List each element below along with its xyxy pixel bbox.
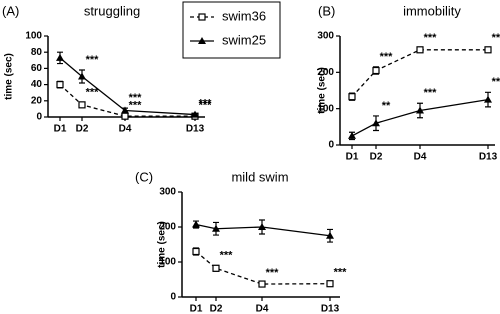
x-tick-label: D1 [54, 124, 67, 135]
marker [484, 95, 492, 103]
y-tick-label: 300 [317, 31, 334, 42]
x-tick-label: D2 [370, 152, 383, 163]
significance-label: *** [129, 99, 143, 111]
x-tick-label: D13 [321, 304, 340, 314]
significance-label: *** [334, 267, 348, 279]
marker [56, 80, 64, 89]
x-tick-label: D1 [190, 304, 203, 314]
significance-label: *** [220, 249, 234, 261]
series-line [195, 223, 331, 237]
significance-label: *** [86, 86, 100, 98]
marker [121, 112, 129, 120]
marker [78, 72, 86, 80]
significance-label: *** [129, 92, 143, 104]
y-axis-label: time (sec) [157, 221, 168, 268]
x-tick-label: D4 [414, 152, 427, 163]
panel-label: (A) [2, 3, 19, 18]
marker [348, 131, 356, 139]
significance-label: ** [382, 100, 391, 112]
marker [326, 280, 334, 288]
marker [192, 220, 200, 228]
chart-title: struggling [84, 3, 140, 18]
y-tick-label: 200 [317, 67, 334, 78]
significance-label: *** [424, 32, 438, 44]
marker [192, 247, 200, 256]
marker [56, 53, 64, 61]
marker [258, 223, 266, 230]
chart-title: mild swim [231, 169, 288, 184]
significance-label: *** [86, 54, 100, 66]
y-tick-label: 0 [36, 112, 42, 123]
y-tick-label: 0 [328, 140, 334, 151]
y-tick-label: 100 [25, 31, 42, 42]
y-tick-label: 20 [31, 95, 43, 106]
chart-title: immobility [403, 3, 461, 18]
marker [416, 46, 424, 54]
marker [258, 280, 266, 288]
y-tick-label: 0 [170, 292, 176, 303]
y-tick-label: 80 [31, 47, 43, 58]
legend-label: swim25 [222, 32, 266, 47]
marker [121, 106, 129, 114]
marker [326, 231, 334, 239]
y-tick-label: 40 [31, 79, 43, 90]
y-axis-label: time (sec) [4, 53, 15, 100]
marker [78, 101, 86, 109]
series-line [59, 84, 195, 117]
marker [372, 66, 380, 75]
y-tick-label: 100 [317, 103, 334, 114]
series-line [351, 98, 489, 137]
significance-label: *** [492, 76, 500, 88]
panel-label: (C) [135, 169, 153, 184]
significance-label: *** [199, 99, 213, 111]
series-line [59, 57, 196, 116]
marker [348, 93, 356, 101]
x-tick-label: D4 [256, 304, 269, 314]
y-tick-label: 100 [159, 257, 176, 268]
marker [198, 37, 206, 44]
series-line [195, 251, 331, 285]
legend-box [182, 1, 281, 59]
panel-label: (B) [318, 3, 335, 18]
y-tick-label: 200 [159, 222, 176, 233]
x-tick-label: D2 [210, 304, 223, 314]
significance-label: *** [199, 98, 213, 110]
significance-label: *** [380, 51, 394, 63]
series-line [351, 49, 488, 98]
marker [416, 106, 424, 114]
marker [484, 46, 492, 54]
marker [212, 224, 220, 232]
significance-label: *** [266, 267, 280, 279]
x-tick-label: D1 [346, 152, 359, 163]
y-tick-label: 300 [159, 187, 176, 198]
x-tick-label: D2 [76, 124, 89, 135]
marker [198, 13, 206, 21]
y-tick-label: 60 [31, 63, 43, 74]
marker [212, 264, 220, 272]
x-tick-label: D4 [119, 124, 132, 135]
y-axis-label: time (sec) [317, 67, 328, 114]
significance-label: *** [424, 87, 438, 99]
significance-label: *** [492, 32, 500, 44]
x-tick-label: D13 [479, 152, 498, 163]
x-tick-label: D13 [186, 124, 205, 135]
marker [372, 119, 380, 127]
legend-label: swim36 [222, 8, 266, 23]
marker [191, 110, 199, 118]
